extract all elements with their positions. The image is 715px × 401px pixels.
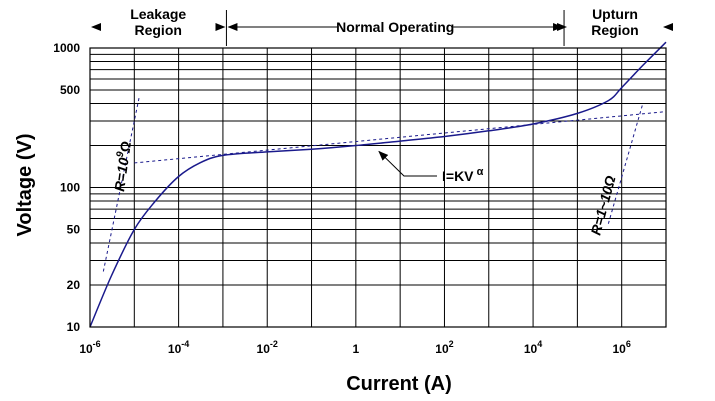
leakage-region-label: Region <box>134 22 181 38</box>
x-tick-label: 10-4 <box>168 339 189 356</box>
x-tick-label: 104 <box>524 339 542 356</box>
y-tick-label: 50 <box>67 222 81 236</box>
y-tick-label: 1000 <box>53 41 80 55</box>
x-tick-label: 10-6 <box>79 339 100 356</box>
y-tick-label: 100 <box>60 181 80 195</box>
y-tick-label: 20 <box>67 278 81 292</box>
vi-curve-line <box>89 41 667 328</box>
normal-region-label: Normal Operating <box>336 19 454 35</box>
y-axis-title: Voltage (V) <box>14 134 36 237</box>
plot-frame <box>89 47 667 328</box>
leakage-region-label: Leakage <box>130 6 186 22</box>
x-tick-label: 106 <box>613 339 631 356</box>
x-tick-label: 1 <box>353 342 360 356</box>
x-axis-title: Current (A) <box>346 373 452 395</box>
upturn-fit <box>607 103 644 224</box>
x-tick-label: 102 <box>435 339 453 356</box>
y-tick-label: 500 <box>60 83 80 97</box>
x-tick-label: 10-2 <box>257 339 278 356</box>
leakage-resistance-label: R=109Ω <box>110 140 134 192</box>
upturn-region-label: Region <box>591 22 638 38</box>
normal-fit <box>134 111 667 164</box>
formula-pointer <box>378 150 437 177</box>
upturn-region-label: Upturn <box>592 6 638 22</box>
y-tick-label: 10 <box>67 320 81 334</box>
formula-label: I=KV α <box>442 166 484 184</box>
